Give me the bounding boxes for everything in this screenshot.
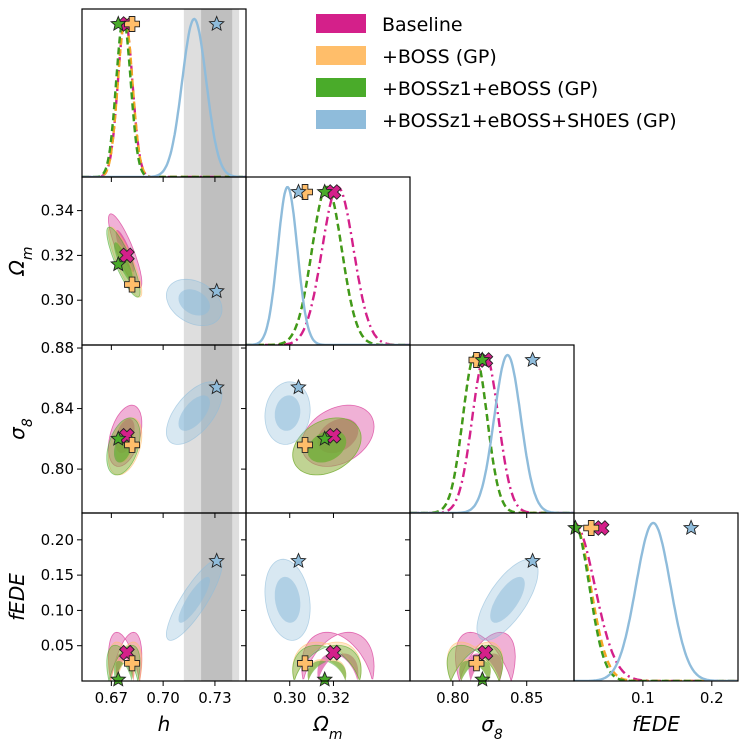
x-tick-label-fEDE: 0.1 <box>631 689 655 707</box>
y-tick-label-Om: 0.34 <box>41 202 74 220</box>
axis-label-fEDE: fEDE <box>5 573 29 621</box>
x-tick-label-fEDE: 0.2 <box>700 689 724 707</box>
legend-label-1: +BOSS (GP) <box>382 46 497 68</box>
contour-68-series-3 <box>490 576 525 623</box>
y-tick-label-fEDE: 0.05 <box>41 637 74 655</box>
marginal-curve-series-2 <box>410 353 574 513</box>
x-tick-label-h: 0.67 <box>95 689 128 707</box>
axis-label-Om: Ωm <box>5 247 36 277</box>
marginal-curve-series-3 <box>246 185 410 345</box>
marginal-curve-series-3 <box>82 17 246 177</box>
panel-frame-Om-Om <box>245 176 411 346</box>
axis-label-s8: σ8 <box>5 418 36 440</box>
contour-panel-s8-fEDE <box>446 558 539 681</box>
best-fit-marker-series-3 <box>290 378 307 395</box>
marginal-panel-fEDE <box>574 521 738 681</box>
legend-swatch-1 <box>316 46 366 65</box>
best-fit-marker-series-3 <box>290 552 307 569</box>
best-fit-marker-series-2 <box>109 430 127 446</box>
x-tick-label-Om: 0.30 <box>273 689 306 707</box>
best-fit-marker-series-2 <box>109 670 127 687</box>
panel-frame-fEDE-fEDE <box>573 512 739 682</box>
best-fit-marker-series-1 <box>297 655 313 672</box>
best-fit-marker-series-1 <box>468 655 485 672</box>
marginal-panel-Om <box>246 185 410 345</box>
y-tick-label-Om: 0.32 <box>41 246 74 264</box>
best-fit-marker-series-1 <box>124 655 141 672</box>
marginal-curve-series-3 <box>574 521 738 681</box>
x-tick-label-Om: 0.32 <box>317 689 350 707</box>
contour-68-series-3 <box>274 576 301 623</box>
x-tick-label-h: 0.70 <box>146 689 179 707</box>
y-tick-label-s8: 0.84 <box>41 400 74 418</box>
legend: Baseline +BOSS (GP) +BOSSz1+eBOSS (GP) +BOS… <box>316 14 677 132</box>
marginal-curve-series-1 <box>574 521 738 681</box>
marginal-curve-series-0 <box>246 185 410 345</box>
marginal-curve-series-1 <box>82 17 246 177</box>
contour-68-series-3 <box>274 395 301 431</box>
y-tick-label-Om: 0.30 <box>41 291 74 309</box>
legend-label-0: Baseline <box>382 14 463 36</box>
axis-label-h: h <box>158 712 171 736</box>
contour-95-series-2 <box>292 644 362 680</box>
legend-swatch-0 <box>316 14 366 33</box>
panel-frames <box>81 8 739 682</box>
marginal-curve-series-0 <box>574 521 738 681</box>
y-tick-label-s8: 0.80 <box>41 460 74 478</box>
contour-panel-Om-s8 <box>264 381 375 476</box>
legend-label-2: +BOSSz1+eBOSS (GP) <box>382 78 598 100</box>
best-fit-marker-series-0 <box>325 644 342 661</box>
y-tick-label-s8: 0.88 <box>41 339 74 357</box>
axis-label-s8: σ8 <box>481 712 503 743</box>
contour-68-series-2 <box>307 660 347 681</box>
legend-swatch-3 <box>316 110 366 129</box>
best-fit-marker-series-3 <box>208 15 225 32</box>
axis-label-Om: Ωm <box>313 712 343 743</box>
y-tick-label-fEDE: 0.20 <box>41 531 74 549</box>
marginal-panel-h <box>82 17 246 177</box>
best-fit-marker-series-1 <box>124 276 141 293</box>
best-fit-marker-series-0 <box>325 427 342 444</box>
posterior-contours <box>106 213 539 681</box>
best-fit-marker-series-3 <box>682 519 700 536</box>
best-fit-marker-series-2 <box>474 351 491 368</box>
best-fit-marker-series-3 <box>208 378 225 395</box>
best-fit-marker-series-2 <box>316 183 334 200</box>
best-fit-marker-series-2 <box>109 255 127 272</box>
marginal-curve-series-3 <box>410 353 574 513</box>
best-fit-marker-series-1 <box>583 520 600 536</box>
best-fit-markers <box>109 15 700 687</box>
x-tick-label-s8: 0.85 <box>510 689 543 707</box>
best-fit-marker-series-0 <box>593 520 610 536</box>
best-fit-marker-series-1 <box>297 436 313 453</box>
best-fit-marker-series-0 <box>325 184 342 200</box>
best-fit-marker-series-3 <box>208 552 225 569</box>
x-tick-label-s8: 0.80 <box>436 689 469 707</box>
best-fit-marker-series-3 <box>290 183 307 200</box>
contour-68-series-3 <box>178 395 210 431</box>
contour-68-series-3 <box>178 576 210 623</box>
y-tick-label-fEDE: 0.10 <box>41 601 74 619</box>
y-tick-label-fEDE: 0.15 <box>41 566 74 584</box>
x-tick-label-h: 0.73 <box>198 689 231 707</box>
best-fit-marker-series-2 <box>474 670 491 687</box>
best-fit-marker-series-2 <box>316 670 334 687</box>
best-fit-marker-series-2 <box>567 519 584 536</box>
best-fit-marker-series-3 <box>208 282 225 299</box>
legend-swatch-2 <box>316 78 366 97</box>
best-fit-marker-series-2 <box>109 15 127 32</box>
best-fit-marker-series-2 <box>316 430 334 446</box>
contour-panel-Om-fEDE <box>264 558 375 681</box>
best-fit-marker-series-3 <box>524 552 541 569</box>
best-fit-marker-series-1 <box>124 436 141 453</box>
best-fit-marker-series-1 <box>124 16 141 32</box>
contour-68-series-3 <box>178 289 210 316</box>
axis-ticks: 0.67 0.70 0.73 0.30 0.32 0.80 0.85 0.1 0.2 0.30 0.… <box>41 177 724 707</box>
legend-label-3: +BOSSz1+eBOSS+SH0ES (GP) <box>382 110 677 132</box>
axis-label-fEDE: fEDE <box>632 712 680 736</box>
marginal-panel-s8 <box>410 353 574 513</box>
best-fit-marker-series-3 <box>524 351 541 368</box>
